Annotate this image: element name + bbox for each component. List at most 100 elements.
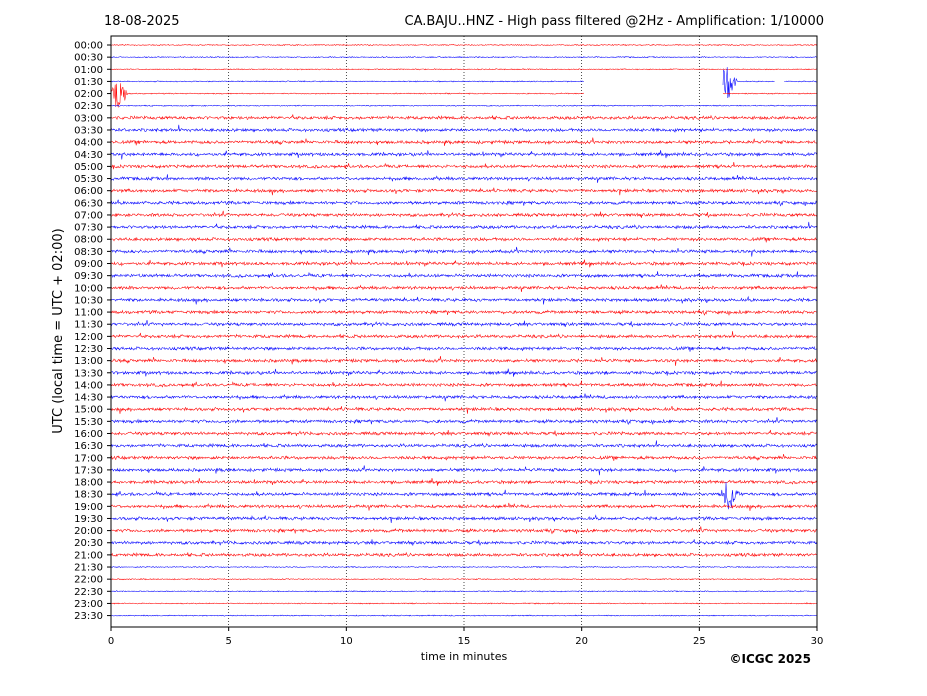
row-label: 19:30 <box>74 514 103 525</box>
trace-line <box>110 614 817 617</box>
trace-line <box>110 454 817 461</box>
row-label: 16:00 <box>74 429 103 440</box>
trace-line <box>110 440 817 449</box>
trace-line <box>110 56 817 59</box>
trace-line <box>110 502 817 511</box>
row-label: 07:00 <box>74 210 103 221</box>
x-tick-label: 30 <box>811 636 824 647</box>
trace-line <box>110 405 817 414</box>
row-label: 20:00 <box>74 526 103 537</box>
x-tick-label: 5 <box>225 636 231 647</box>
trace-line <box>110 590 817 593</box>
trace-line <box>110 309 817 316</box>
row-label: 05:00 <box>74 162 103 173</box>
trace-line <box>110 137 817 146</box>
trace-line <box>110 549 817 558</box>
row-label: 17:00 <box>74 453 103 464</box>
row-label: 03:00 <box>74 113 103 124</box>
row-label: 14:30 <box>74 393 103 404</box>
trace-line <box>110 417 817 426</box>
trace-line <box>110 602 817 605</box>
chart-date: 18-08-2025 <box>104 14 180 29</box>
row-label: 05:30 <box>74 174 103 185</box>
traces <box>110 43 817 617</box>
row-label: 17:30 <box>74 465 103 476</box>
row-label: 02:30 <box>74 101 103 112</box>
row-label: 18:00 <box>74 478 103 489</box>
trace-line <box>110 210 817 219</box>
trace-line <box>110 565 817 569</box>
trace-line <box>110 150 817 160</box>
row-label: 08:30 <box>74 247 103 258</box>
trace-line <box>110 514 817 524</box>
trace-line <box>110 162 817 170</box>
row-label: 23:00 <box>74 599 103 610</box>
row-label: 04:30 <box>74 150 103 161</box>
trace-line <box>110 104 817 107</box>
trace-line <box>110 380 817 388</box>
x-tick-label: 0 <box>108 636 114 647</box>
row-label: 13:30 <box>74 368 103 379</box>
row-label: 00:30 <box>74 53 103 64</box>
row-label: 18:30 <box>74 490 103 501</box>
trace-line <box>110 393 817 402</box>
row-label: 20:30 <box>74 538 103 549</box>
trace-line <box>110 43 817 47</box>
row-label: 15:00 <box>74 405 103 416</box>
trace-line <box>110 477 817 486</box>
trace-line <box>110 68 817 71</box>
trace-line <box>110 295 817 305</box>
row-label: 12:00 <box>74 332 103 343</box>
trace-line <box>110 246 817 257</box>
trace-line <box>110 345 817 352</box>
row-labels: 00:0000:3001:0001:3002:0002:3003:0003:30… <box>74 41 111 622</box>
row-label: 15:30 <box>74 417 103 428</box>
row-label: 10:30 <box>74 295 103 306</box>
trace-line <box>110 114 817 121</box>
row-label: 19:00 <box>74 502 103 513</box>
trace-line <box>110 539 817 546</box>
row-label: 13:00 <box>74 356 103 367</box>
trace-line <box>110 67 817 99</box>
row-label: 11:00 <box>74 308 103 319</box>
y-axis-label: UTC (local time = UTC + 02:00) <box>51 228 66 433</box>
trace-line <box>110 284 817 293</box>
row-label: 12:30 <box>74 344 103 355</box>
trace-line <box>110 199 817 207</box>
row-label: 14:00 <box>74 380 103 391</box>
row-label: 11:30 <box>74 320 103 331</box>
trace-line <box>110 356 817 366</box>
row-label: 04:00 <box>74 138 103 149</box>
x-tick-label: 15 <box>458 636 471 647</box>
trace-line <box>110 429 817 437</box>
trace-line <box>110 83 817 108</box>
row-label: 21:30 <box>74 563 103 574</box>
row-label: 03:30 <box>74 125 103 136</box>
row-label: 21:00 <box>74 550 103 561</box>
plot-frame <box>110 35 818 628</box>
row-label: 01:00 <box>74 65 103 76</box>
x-tick-label: 10 <box>340 636 353 647</box>
trace-line <box>110 481 817 510</box>
copyright: ©ICGC 2025 <box>729 652 811 666</box>
row-label: 09:00 <box>74 259 103 270</box>
row-label: 23:30 <box>74 611 103 622</box>
row-label: 16:30 <box>74 441 103 452</box>
row-label: 02:00 <box>74 89 103 100</box>
trace-line <box>110 465 817 476</box>
trace-line <box>110 368 817 377</box>
trace-line <box>110 236 817 243</box>
row-label: 22:30 <box>74 587 103 598</box>
trace-line <box>110 331 817 340</box>
row-label: 08:00 <box>74 235 103 246</box>
trace-line <box>110 319 817 328</box>
trace-line <box>110 174 817 183</box>
x-tick-label: 20 <box>575 636 588 647</box>
trace-line <box>110 271 817 279</box>
x-tick-label: 25 <box>693 636 706 647</box>
x-axis-ticks: 0 5 10 15 20 25 30 <box>108 627 824 647</box>
row-label: 10:00 <box>74 283 103 294</box>
x-gridlines <box>228 36 700 627</box>
trace-line <box>110 526 817 535</box>
